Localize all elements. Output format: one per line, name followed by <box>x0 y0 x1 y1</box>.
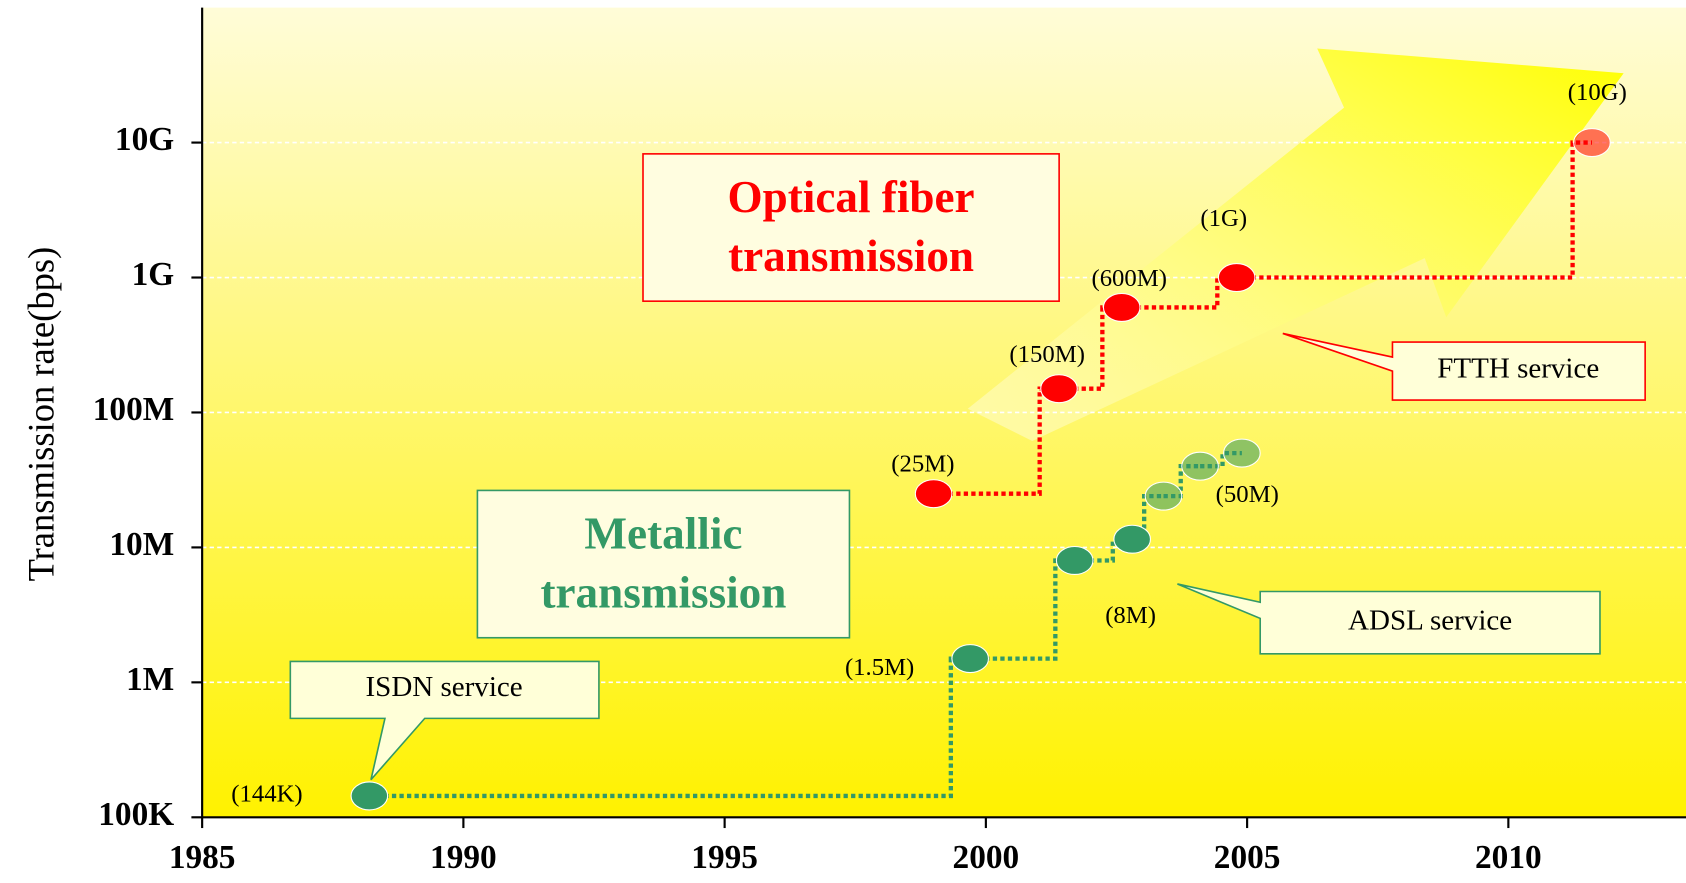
data-point <box>1145 482 1182 510</box>
page: Transmission rate(bps) Metallic transmis… <box>0 0 1686 883</box>
chart: Transmission rate(bps) Metallic transmis… <box>0 0 1686 883</box>
data-point <box>351 782 388 810</box>
data-point <box>1041 375 1078 403</box>
x-tick-label: 1995 <box>691 839 758 876</box>
value-label: (8M) <box>1105 602 1156 629</box>
value-label: (25M) <box>891 450 954 477</box>
value-label: (150M) <box>1009 341 1085 368</box>
data-point <box>952 645 989 673</box>
value-label: (144K) <box>231 781 302 808</box>
annotation: ISDN service <box>366 671 523 703</box>
data-point <box>1574 129 1611 157</box>
data-point <box>1182 452 1219 480</box>
y-tick-label: 10M <box>109 526 174 563</box>
series-box-label: Optical fiber transmission <box>643 154 1059 301</box>
y-tick-label: 1M <box>126 661 174 698</box>
series-box-label: Metallic transmission <box>477 490 849 637</box>
value-label: (10G) <box>1568 79 1627 106</box>
x-tick-label: 1985 <box>169 839 236 876</box>
value-label: (1.5M) <box>845 654 914 681</box>
value-label: (50M) <box>1216 481 1279 508</box>
series-name: Optical fiber transmission <box>643 154 1059 301</box>
series-name: Metallic transmission <box>477 490 849 637</box>
x-tick-label: 2010 <box>1475 839 1542 876</box>
value-label: (1G) <box>1200 205 1247 232</box>
y-tick-label: 10G <box>115 121 174 158</box>
data-point <box>1056 547 1093 575</box>
y-tick-label: 100M <box>93 391 174 428</box>
data-point <box>1103 293 1140 321</box>
data-point <box>1218 264 1255 292</box>
y-tick-label: 1G <box>132 256 175 293</box>
y-tick-label: 100K <box>98 796 174 833</box>
x-tick-label: 2000 <box>953 839 1020 876</box>
x-tick-label: 2005 <box>1214 839 1281 876</box>
data-point <box>915 480 952 508</box>
x-tick-label: 1990 <box>430 839 497 876</box>
data-point <box>1114 525 1151 553</box>
value-label: (600M) <box>1091 265 1167 292</box>
annotation: ADSL service <box>1348 604 1512 636</box>
annotation: FTTH service <box>1437 353 1599 385</box>
y-axis-label: Transmission rate(bps) <box>21 247 62 582</box>
data-point <box>1224 439 1261 467</box>
